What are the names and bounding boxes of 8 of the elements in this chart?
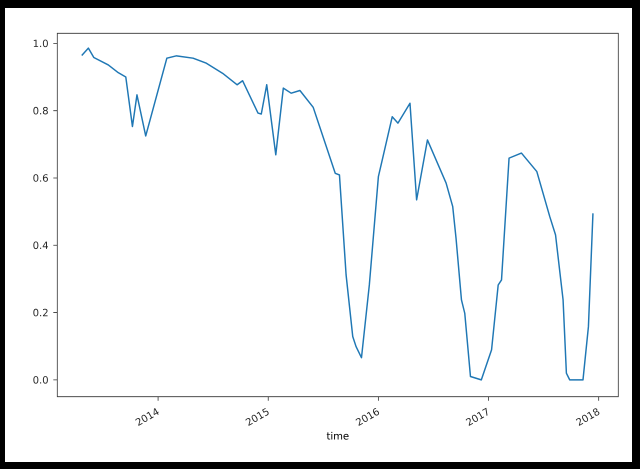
y-tick-label: 0.8 xyxy=(33,106,48,114)
y-tick-label: 0.6 xyxy=(33,174,48,182)
line-series xyxy=(81,47,594,381)
y-tick-label: 0.4 xyxy=(33,241,48,250)
y-tick-label: 0.2 xyxy=(33,308,48,316)
x-axis-title: time xyxy=(326,432,349,440)
y-tick-label: 1.0 xyxy=(34,40,48,48)
y-tick-label: 0.0 xyxy=(33,376,48,384)
